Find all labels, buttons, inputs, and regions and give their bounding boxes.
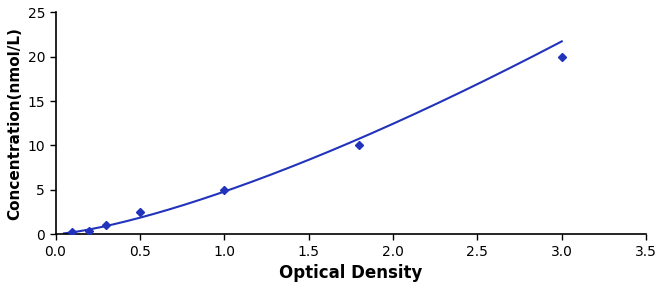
Y-axis label: Concentration(nmol/L): Concentration(nmol/L) (7, 27, 22, 220)
X-axis label: Optical Density: Optical Density (279, 264, 422, 282)
